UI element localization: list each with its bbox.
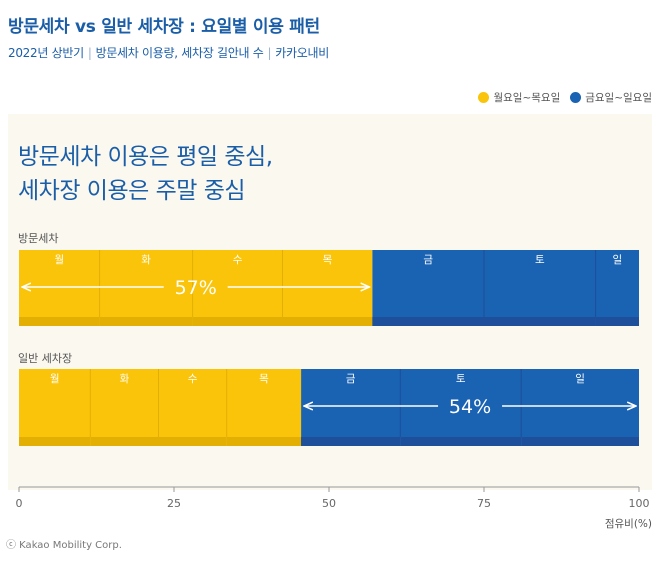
day-label: 월	[50, 373, 60, 385]
bar-segment-weekend	[484, 250, 596, 326]
bar-segment-base	[192, 317, 283, 326]
bar-segment-weekend	[301, 369, 401, 446]
legend-dot-weekday-icon	[478, 92, 490, 103]
day-label: 토	[535, 254, 545, 266]
bar-segment-weekday	[90, 369, 159, 446]
chart-legend: 월요일~목요일 금요일~일요일	[478, 90, 652, 105]
day-label: 월	[54, 254, 64, 266]
bar-segment-base	[301, 437, 401, 446]
bar-segment-weekend	[400, 369, 522, 446]
legend-item-weekend: 금요일~일요일	[570, 90, 652, 105]
bar-segment-weekday	[19, 369, 91, 446]
subtitle-metric: 방문세차 이용량, 세차장 길안내 수	[95, 46, 264, 60]
legend-label-weekend: 금요일~일요일	[585, 92, 652, 104]
subtitle-period: 2022년 상반기	[8, 46, 84, 60]
day-label: 화	[120, 373, 130, 385]
bar-segment-base	[400, 437, 522, 446]
subtitle-separator: |	[267, 46, 272, 60]
bar-segment-weekday	[282, 250, 373, 326]
x-tick-label: 0	[16, 497, 23, 510]
bar-segment-base	[99, 317, 193, 326]
day-label: 금	[346, 373, 356, 385]
legend-item-weekday: 월요일~목요일	[478, 90, 560, 105]
day-label: 목	[259, 373, 269, 385]
chart-headline: 방문세차 이용은 평일 중심, 세차장 이용은 주말 중심	[18, 140, 273, 208]
legend-dot-weekend-icon	[570, 92, 582, 103]
subtitle-separator: |	[87, 46, 92, 60]
bar-segment-base	[19, 437, 91, 446]
day-label: 수	[188, 373, 198, 385]
day-label: 일	[612, 253, 622, 266]
bar-segment-weekday	[158, 369, 227, 446]
headline-line-1: 방문세차 이용은 평일 중심,	[18, 144, 273, 170]
bar-segment-base	[90, 437, 159, 446]
bar-segment-base	[484, 317, 596, 326]
copyright-credit: ⓒ Kakao Mobility Corp.	[6, 540, 122, 551]
chart-subtitle: 2022년 상반기 | 방문세차 이용량, 세차장 길안내 수 | 카카오내비	[8, 44, 329, 61]
bar-segment-weekday	[19, 250, 100, 326]
bar-segment-base	[19, 317, 100, 326]
bar-segment-base	[226, 437, 302, 446]
day-label: 금	[423, 254, 433, 266]
bar-segment-base	[595, 317, 639, 326]
bar-segment-base	[521, 437, 639, 446]
bar-segment-weekday	[99, 250, 193, 326]
x-axis-label: 점유비(%)	[604, 518, 652, 530]
x-tick-label: 50	[322, 497, 336, 510]
chart-title: 방문세차 vs 일반 세차장 : 요일별 이용 패턴	[8, 17, 320, 37]
headline-line-2: 세차장 이용은 주말 중심	[18, 178, 246, 204]
bar-segment-weekend	[521, 369, 639, 446]
bar-segment-base	[158, 437, 227, 446]
group-label-visit-wash: 방문세차	[18, 232, 59, 245]
x-tick-label: 75	[477, 497, 491, 510]
bar-segment-weekend	[595, 250, 639, 326]
day-label: 토	[456, 373, 466, 385]
group-label-car-wash: 일반 세차장	[18, 352, 73, 365]
x-tick-label: 25	[167, 497, 181, 510]
bar-segment-weekday	[192, 250, 283, 326]
total-share-label: 57%	[175, 277, 217, 299]
day-label: 수	[233, 254, 243, 266]
bar-segment-weekend	[372, 250, 484, 326]
day-label: 일	[575, 372, 585, 385]
day-label: 목	[323, 254, 333, 266]
total-share-label: 54%	[449, 396, 491, 418]
bar-segment-base	[282, 317, 373, 326]
bar-segment-weekday	[226, 369, 302, 446]
day-label: 화	[141, 254, 151, 266]
bar-segment-base	[372, 317, 484, 326]
legend-label-weekday: 월요일~목요일	[493, 92, 561, 104]
x-tick-label: 100	[629, 497, 650, 510]
subtitle-source: 카카오내비	[275, 46, 329, 60]
